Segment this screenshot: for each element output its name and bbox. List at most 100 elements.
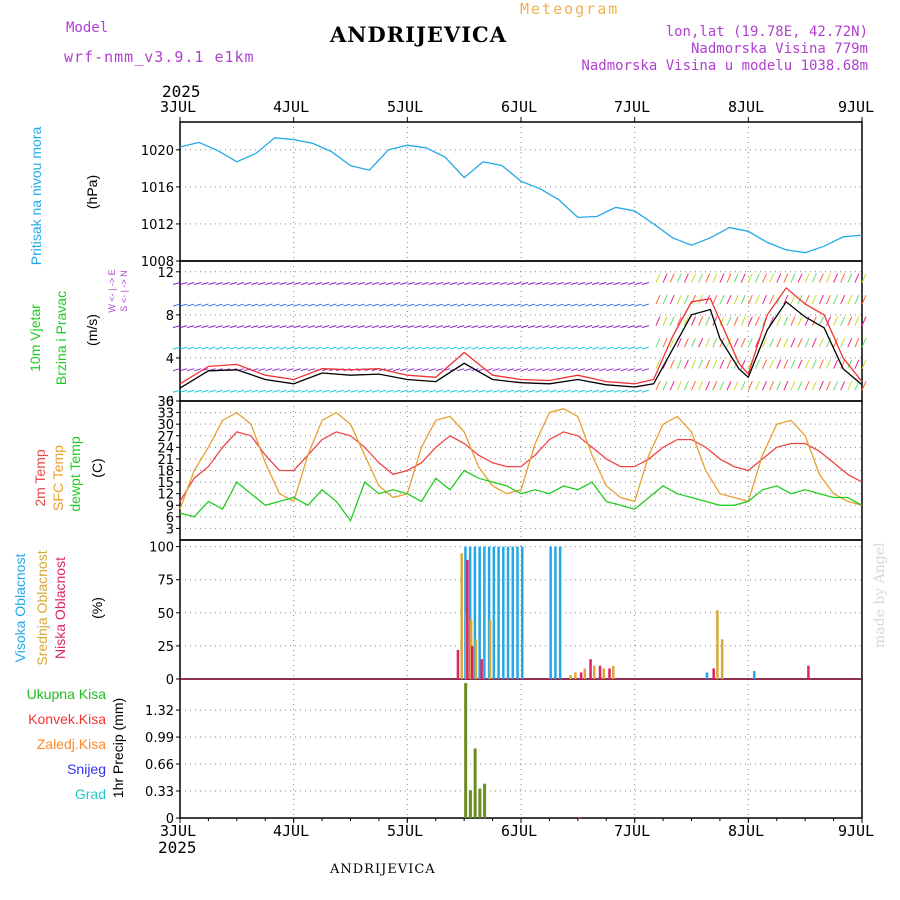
wind-barb <box>400 303 408 307</box>
wind-barb <box>307 282 316 286</box>
wind-barb <box>669 381 675 391</box>
series-line <box>179 469 863 523</box>
xtick-bottom: 9JUL <box>838 822 875 840</box>
wind-barb <box>627 303 635 307</box>
cloud-bar <box>473 546 477 679</box>
wind-barb <box>279 368 287 372</box>
wind-barb <box>641 303 650 307</box>
wind-barb <box>442 282 451 286</box>
wind-barb <box>818 337 824 348</box>
cloud-bar <box>480 659 483 679</box>
wind-barb <box>471 325 479 329</box>
wind-barb <box>464 282 472 286</box>
wind-barb <box>719 337 725 348</box>
wind-barb <box>258 282 266 286</box>
wind-axis-title1: 10m Vjetar <box>27 304 43 372</box>
wind-barb <box>655 381 661 391</box>
wind-barb <box>258 389 266 393</box>
wind-barb <box>698 359 704 369</box>
wind-barb <box>726 273 732 283</box>
wind-barb <box>577 346 586 350</box>
wind-barb <box>563 368 571 372</box>
wind-barb <box>762 273 767 283</box>
wind-barb <box>371 303 380 307</box>
wind-barb <box>414 368 422 372</box>
wind-barb <box>499 346 507 350</box>
wind-barb <box>357 346 365 350</box>
wind-barb <box>563 325 571 329</box>
wind-barb <box>698 294 704 305</box>
wind-barb <box>563 303 571 307</box>
wind-barb <box>747 337 753 348</box>
wind-barb <box>371 389 380 393</box>
wind-barb <box>385 325 394 329</box>
y-tick-label: 0.66 <box>145 758 174 773</box>
wind-barb <box>840 359 846 369</box>
wind-barb <box>811 337 817 348</box>
wind-barb <box>712 359 718 369</box>
wind-barb <box>407 389 415 393</box>
precip-bar <box>468 790 472 818</box>
wind-barb <box>861 273 867 283</box>
precip-bar <box>577 817 581 819</box>
wind-barb <box>442 389 451 393</box>
xtick-top: 3JUL <box>160 98 197 116</box>
wind-barb <box>300 346 309 350</box>
wind-barb <box>471 389 479 393</box>
wind-barb <box>826 359 831 369</box>
wind-barb <box>385 282 394 286</box>
wind-barb <box>520 346 529 350</box>
wind-barb <box>584 346 593 350</box>
wind-barb <box>620 282 628 286</box>
elevation-label: Nadmorska Visina 779m <box>690 41 868 57</box>
wind-barb <box>861 359 867 369</box>
wind-barb <box>776 316 782 326</box>
wind-barb <box>847 273 853 283</box>
wind-barb <box>840 381 846 391</box>
wind-barb <box>634 303 642 307</box>
wind-barb <box>762 316 767 326</box>
wind-barb <box>754 337 760 348</box>
wind-barb <box>215 282 223 286</box>
wind-barb <box>293 368 301 372</box>
wind-barb <box>847 359 853 369</box>
wind-barb <box>208 325 216 329</box>
wind-barb <box>613 346 621 350</box>
wind-barb <box>506 303 515 307</box>
wind-barb <box>307 389 316 393</box>
wind-barb <box>861 381 867 391</box>
legend-convective: Konvek.Kisa <box>28 711 106 727</box>
wind-barb <box>428 325 436 329</box>
cloud-bar <box>593 665 596 679</box>
wind-barb <box>208 303 216 307</box>
y-tick-label: 25 <box>157 640 174 655</box>
wind-barb <box>357 303 365 307</box>
wind-barb <box>364 325 372 329</box>
y-tick-label: 12 <box>157 266 174 281</box>
wind-barb <box>421 325 429 329</box>
wind-barb <box>222 325 230 329</box>
wind-barb <box>414 303 422 307</box>
wind-barb <box>194 303 202 307</box>
wind-barb <box>804 316 810 326</box>
wind-barb <box>314 282 323 286</box>
wind-barb <box>499 389 507 393</box>
wind-barb <box>847 316 853 326</box>
wind-barb <box>179 282 188 286</box>
wind-barb <box>811 381 817 391</box>
wind-barb <box>606 325 614 329</box>
wind-barb <box>691 273 696 283</box>
wind-barb <box>655 337 661 348</box>
wind-barb <box>286 325 294 329</box>
wind-barb <box>414 282 422 286</box>
wind-barb <box>535 325 543 329</box>
cloud-bar <box>502 546 505 679</box>
wind-barb <box>833 294 839 305</box>
wind-barb <box>840 273 846 283</box>
wind-barb <box>662 294 668 305</box>
wind-barb <box>393 282 401 286</box>
wind-barb <box>251 389 259 393</box>
wind-barb <box>584 325 593 329</box>
wind-barb <box>683 273 689 283</box>
wind-barb <box>854 337 860 348</box>
